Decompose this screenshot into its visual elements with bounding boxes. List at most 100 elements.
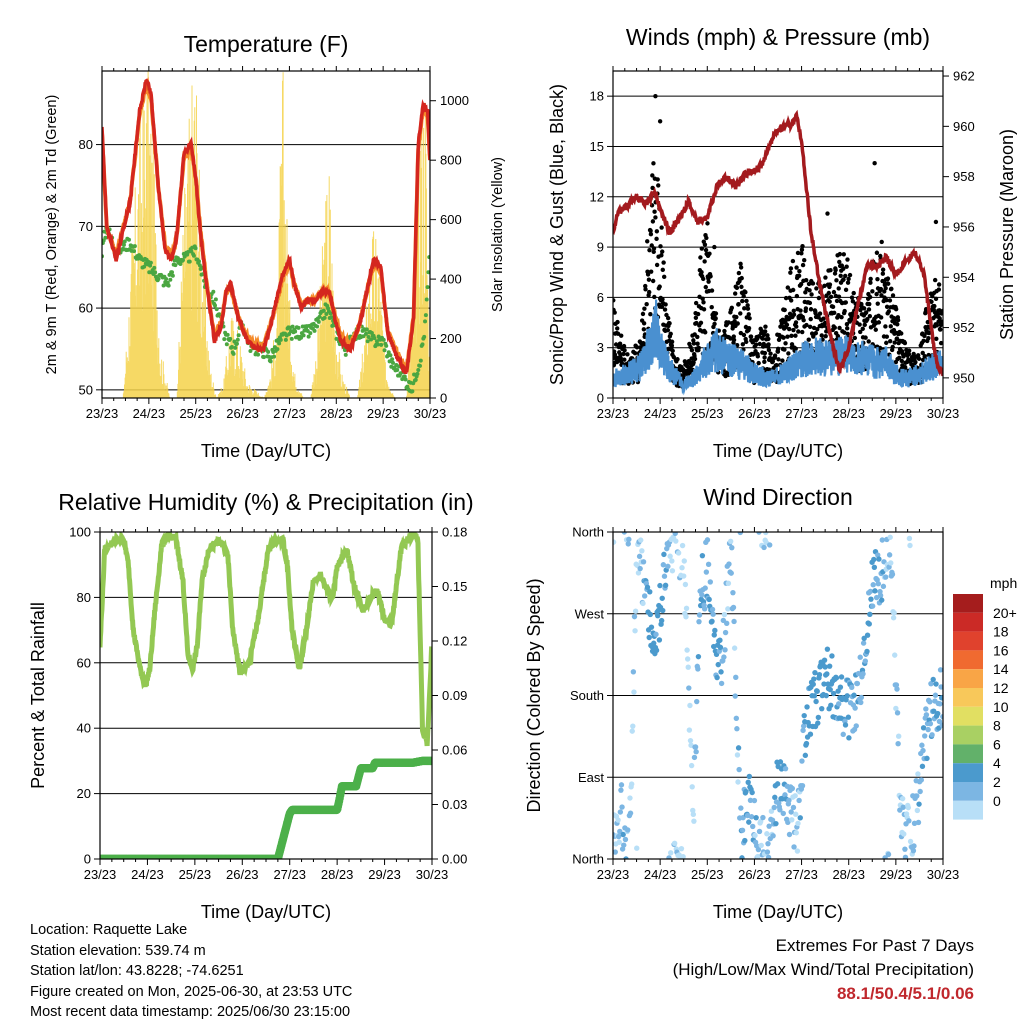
point-direction xyxy=(845,714,852,720)
point-gust xyxy=(846,276,851,282)
point-gust xyxy=(851,290,856,296)
point-td xyxy=(321,308,326,313)
x-tick-label: 29/23 xyxy=(367,406,400,421)
point-direction xyxy=(920,747,926,754)
point-direction xyxy=(789,817,795,823)
point-gust xyxy=(615,319,620,325)
point-gust xyxy=(933,296,939,302)
y-tick-label: North xyxy=(572,852,604,867)
x-tick-label: 29/23 xyxy=(880,867,913,882)
point-gust xyxy=(695,311,701,317)
point-direction xyxy=(636,553,643,560)
point-direction xyxy=(746,773,753,780)
point-gust xyxy=(651,249,656,255)
x-tick-label: 28/23 xyxy=(321,867,354,882)
x-tick-label: 30/23 xyxy=(927,406,960,421)
legend-swatch xyxy=(953,688,983,707)
point-gust xyxy=(888,338,893,344)
point-gust xyxy=(863,310,869,315)
point-direction xyxy=(668,850,674,856)
point-direction xyxy=(725,580,732,586)
y-tick-label: 9 xyxy=(597,240,604,255)
point-td xyxy=(306,334,311,339)
point-gust xyxy=(793,333,798,338)
point-direction xyxy=(837,684,844,690)
point-direction xyxy=(864,632,871,638)
y-tick-label: South xyxy=(570,688,604,703)
point-gust xyxy=(647,289,652,295)
point-direction xyxy=(749,789,755,796)
y2-tick-label: 0.15 xyxy=(442,579,467,594)
point-direction xyxy=(752,832,758,839)
point-td xyxy=(293,329,298,334)
point-gust xyxy=(804,322,809,328)
point-gust xyxy=(621,343,627,349)
point-gust xyxy=(648,312,653,317)
point-gust xyxy=(659,304,665,309)
point-direction xyxy=(638,537,644,543)
y2-tick-label: 1000 xyxy=(440,93,469,108)
point-td xyxy=(196,259,201,264)
point-direction xyxy=(822,664,828,670)
point-td xyxy=(152,265,157,270)
point-direction xyxy=(766,823,772,829)
station-info: Location: Raquette Lake Station elevatio… xyxy=(30,920,352,1023)
point-gust xyxy=(644,301,649,307)
point-td xyxy=(180,258,185,263)
point-gust xyxy=(807,300,813,306)
point-gust xyxy=(794,265,799,270)
point-td xyxy=(213,297,218,302)
point-gust xyxy=(939,319,943,325)
point-td xyxy=(382,348,387,353)
point-direction xyxy=(765,854,772,859)
point-gust xyxy=(675,357,680,362)
point-direction xyxy=(917,788,923,795)
point-gust xyxy=(867,294,873,300)
point-gust xyxy=(695,341,700,346)
point-td xyxy=(372,336,377,341)
x-tick-label: 23/23 xyxy=(86,406,119,421)
point-gust xyxy=(691,341,697,346)
point-direction xyxy=(667,553,673,559)
series-pressure xyxy=(613,109,943,377)
point-gust xyxy=(837,325,842,331)
point-gust xyxy=(885,276,891,281)
chart-title: Winds (mph) & Pressure (mb) xyxy=(626,24,930,50)
point-td xyxy=(369,337,374,342)
point-direction xyxy=(691,754,698,761)
point-direction xyxy=(660,562,667,568)
point-gust xyxy=(766,342,771,347)
point-direction xyxy=(630,669,637,675)
legend-swatch xyxy=(953,631,983,651)
point-direction xyxy=(793,811,799,817)
legend-swatch xyxy=(953,706,983,726)
point-direction xyxy=(730,604,737,611)
point-td xyxy=(290,324,295,329)
point-gust xyxy=(650,219,656,224)
point-direction xyxy=(751,797,758,804)
point-direction xyxy=(692,744,699,750)
series-wind xyxy=(613,299,943,396)
point-direction xyxy=(939,722,943,728)
legend-label: 18 xyxy=(993,624,1009,640)
point-direction xyxy=(886,552,893,558)
point-direction xyxy=(835,688,841,694)
point-gust xyxy=(866,307,872,312)
y-axis-label: Sonic/Prop Wind & Gust (Blue, Black) xyxy=(547,84,567,385)
legend-label: 0 xyxy=(993,793,1001,809)
point-direction xyxy=(780,810,786,817)
point-direction xyxy=(628,781,635,787)
x-tick-label: 27/23 xyxy=(273,867,306,882)
point-gust xyxy=(892,340,897,345)
point-gust xyxy=(925,319,931,325)
point-direction xyxy=(727,538,734,544)
x-axis-label: Time (Day/UTC) xyxy=(713,441,843,461)
point-gust xyxy=(852,335,858,341)
point-gust xyxy=(800,243,805,249)
point-direction xyxy=(619,804,625,810)
point-direction xyxy=(702,585,708,591)
point-gust xyxy=(884,334,890,339)
point-direction xyxy=(901,831,907,837)
point-gust xyxy=(742,306,747,311)
point-direction xyxy=(852,705,858,711)
